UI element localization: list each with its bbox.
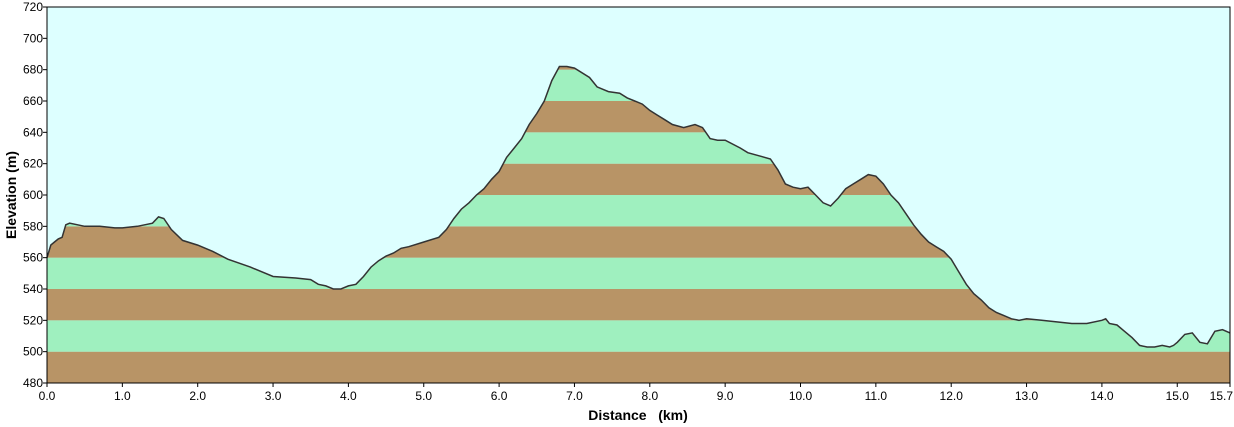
x-tick-label: 15.7: [1210, 389, 1234, 403]
y-tick-label: 600: [23, 188, 43, 202]
x-tick-label: 8.0: [641, 389, 658, 403]
x-tick-label: 1.0: [114, 389, 131, 403]
x-tick-label: 6.0: [491, 389, 508, 403]
elevation-band: [47, 351, 1230, 383]
x-tick-label: 5.0: [415, 389, 432, 403]
y-tick-label: 620: [23, 157, 43, 171]
x-tick-label: 13.0: [1015, 389, 1039, 403]
x-tick-label: 11.0: [865, 389, 888, 403]
elevation-profile-line: [46, 65, 1231, 348]
y-tick-label: 580: [23, 219, 43, 233]
y-tick-label: 720: [23, 0, 43, 14]
x-tick-label: 9.0: [717, 389, 734, 403]
x-tick-label: 15.0: [1166, 389, 1190, 403]
x-tick-label: 2.0: [189, 389, 206, 403]
x-tick-label: 10.0: [789, 389, 813, 403]
y-tick-label: 660: [23, 94, 43, 108]
x-tick-label: 7.0: [566, 389, 583, 403]
x-tick-label: 12.0: [940, 389, 964, 403]
elevation-band: [47, 320, 1230, 352]
x-tick-label: 4.0: [340, 389, 357, 403]
y-axis-title: Elevation (m): [3, 151, 19, 239]
x-axis-title: Distance (km): [588, 407, 688, 423]
y-tick-label: 680: [23, 63, 43, 77]
y-tick-label: 640: [23, 125, 43, 139]
y-tick-label: 500: [23, 345, 43, 359]
y-tick-label: 520: [23, 313, 43, 327]
y-tick-label: 480: [23, 376, 43, 390]
x-tick-label: 0.0: [39, 389, 56, 403]
y-axis: 480 500 520 540 560 580 600 620 640 660 680 700 720: [23, 0, 47, 390]
x-axis: 0.0 1.0 2.0 3.0 4.0 5.0 6.0 7.0 8.0 9.0 10.0 11.0 12…: [39, 383, 1234, 403]
x-tick-label: 14.0: [1090, 389, 1114, 403]
y-tick-label: 700: [23, 31, 43, 45]
y-tick-label: 560: [23, 251, 43, 265]
x-tick-label: 3.0: [265, 389, 282, 403]
y-tick-label: 540: [23, 282, 43, 296]
